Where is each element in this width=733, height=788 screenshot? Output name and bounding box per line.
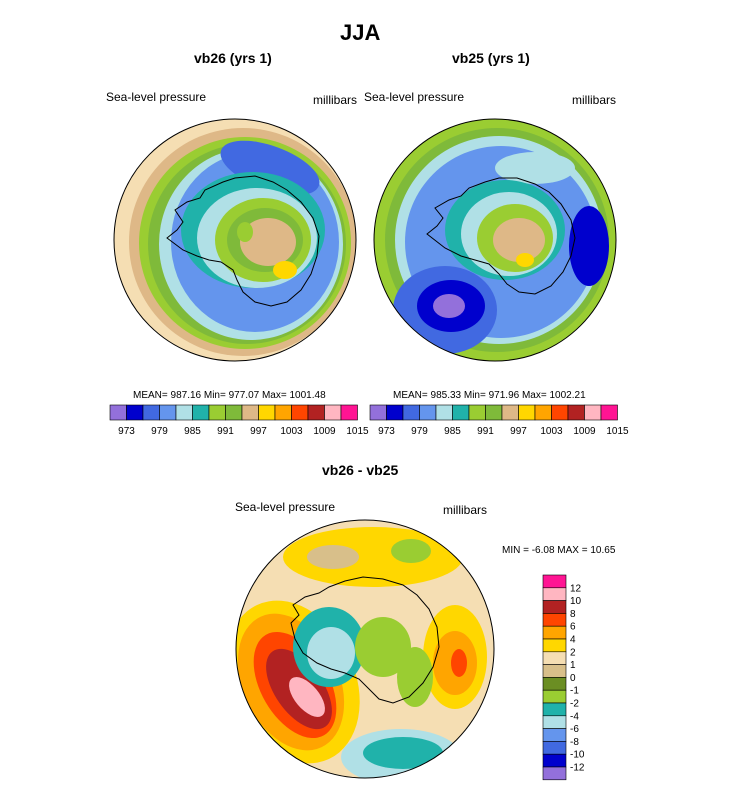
- diff-units-label: millibars: [443, 503, 488, 517]
- colorbar-tick-label: 979: [411, 426, 428, 437]
- colorbar-tick-label: 973: [378, 426, 395, 437]
- colorbar-swatch: [542, 741, 567, 755]
- colorbar-swatch: [542, 664, 567, 678]
- colorbar-swatch: [567, 404, 585, 421]
- colorbar-tick-label: 1009: [573, 426, 596, 437]
- colorbar-swatch: [142, 404, 160, 421]
- left-colorbar: 973 979 985 991 997 1003 1009 1015: [109, 404, 369, 437]
- diff-polar-map: [235, 519, 495, 779]
- colorbar-swatch: [340, 404, 358, 421]
- colorbar-swatch: [542, 651, 567, 665]
- right-units-label: millibars: [572, 93, 617, 107]
- colorbar-swatch: [208, 404, 226, 421]
- left-variable-label: Sea-level pressure: [106, 90, 207, 104]
- right-colorbar: 973 979 985 991 997 1003 1009 1015: [369, 404, 629, 437]
- colorbar-tick-label: -4: [570, 711, 579, 722]
- colorbar-tick-label: 1015: [346, 426, 369, 437]
- colorbar-swatch: [534, 404, 552, 421]
- colorbar-swatch: [307, 404, 325, 421]
- colorbar-tick-label: -6: [570, 724, 579, 735]
- main-title: JJA: [340, 20, 381, 45]
- colorbar-swatch: [600, 404, 618, 421]
- colorbar-tick-label: 4: [570, 635, 576, 646]
- colorbar-tick-label: 1015: [606, 426, 629, 437]
- colorbar-tick-label: 1: [570, 660, 576, 671]
- right-stats: MEAN= 985.33 Min= 971.96 Max= 1002.21: [393, 390, 586, 401]
- colorbar-swatch: [159, 404, 177, 421]
- colorbar-tick-label: 973: [118, 426, 135, 437]
- colorbar-tick-label: 8: [570, 609, 576, 620]
- colorbar-swatch: [542, 702, 567, 717]
- colorbar-tick-label: -10: [570, 750, 585, 761]
- right-variable-label: Sea-level pressure: [364, 90, 465, 104]
- colorbar-tick-label: -12: [570, 763, 585, 774]
- colorbar-swatch: [468, 404, 486, 421]
- colorbar-swatch: [542, 587, 567, 601]
- colorbar-tick-label: 991: [217, 426, 234, 437]
- colorbar-swatch: [501, 404, 519, 421]
- colorbar-tick-label: 991: [477, 426, 494, 437]
- colorbar-swatch: [542, 766, 567, 781]
- right-panel-title: vb25 (yrs 1): [452, 50, 530, 66]
- colorbar-tick-label: 12: [570, 583, 582, 594]
- left-stats: MEAN= 987.16 Min= 977.07 Max= 1001.48: [133, 390, 326, 401]
- colorbar-tick-label: 997: [250, 426, 267, 437]
- colorbar-swatch: [551, 404, 569, 421]
- colorbar-swatch: [542, 613, 567, 627]
- colorbar-tick-label: 985: [444, 426, 461, 437]
- diff-stats: MIN = -6.08 MAX = 10.65: [502, 545, 616, 556]
- colorbar-tick-label: 2: [570, 647, 576, 658]
- colorbar-tick-label: 0: [570, 673, 576, 684]
- left-units-label: millibars: [313, 93, 358, 107]
- colorbar-tick-label: 6: [570, 622, 576, 633]
- colorbar-swatch: [175, 404, 193, 421]
- colorbar-swatch: [542, 574, 567, 589]
- colorbar-swatch: [369, 404, 387, 421]
- colorbar-tick-label: -8: [570, 737, 579, 748]
- colorbar-tick-label: 10: [570, 596, 582, 607]
- colorbar-swatch: [542, 728, 567, 742]
- colorbar-swatch: [542, 625, 567, 640]
- colorbar-swatch: [485, 404, 503, 421]
- colorbar-swatch: [419, 404, 437, 421]
- colorbar-tick-label: -2: [570, 699, 579, 710]
- colorbar-swatch: [225, 404, 243, 421]
- colorbar-swatch: [324, 404, 342, 421]
- colorbar-swatch: [291, 404, 309, 421]
- colorbar-swatch: [542, 689, 567, 704]
- colorbar-tick-label: 1003: [280, 426, 303, 437]
- colorbar-tick-label: 979: [151, 426, 168, 437]
- left-panel-title: vb26 (yrs 1): [194, 50, 272, 66]
- colorbar-tick-label: -1: [570, 686, 579, 697]
- colorbar-tick-label: 985: [184, 426, 201, 437]
- colorbar-swatch: [126, 404, 144, 421]
- colorbar-swatch: [452, 404, 470, 421]
- colorbar-swatch: [241, 404, 259, 421]
- colorbar-swatch: [542, 638, 567, 653]
- colorbar-swatch: [109, 404, 127, 421]
- colorbar-tick-label: 997: [510, 426, 527, 437]
- colorbar-swatch: [542, 715, 567, 729]
- colorbar-swatch: [192, 404, 210, 421]
- colorbar-swatch: [518, 404, 536, 421]
- colorbar-swatch: [386, 404, 404, 421]
- colorbar-tick-label: 1009: [313, 426, 336, 437]
- left-polar-map: [113, 118, 357, 362]
- diff-variable-label: Sea-level pressure: [235, 500, 336, 514]
- colorbar-swatch: [542, 600, 567, 614]
- diff-panel-title: vb26 - vb25: [322, 462, 399, 478]
- colorbar-swatch: [584, 404, 602, 421]
- colorbar-swatch: [274, 404, 292, 421]
- colorbar-tick-label: 1003: [540, 426, 563, 437]
- colorbar-swatch: [542, 753, 567, 768]
- colorbar-swatch: [402, 404, 420, 421]
- colorbar-swatch: [542, 677, 567, 691]
- right-polar-map: [373, 118, 617, 362]
- colorbar-swatch: [258, 404, 276, 421]
- colorbar-swatch: [435, 404, 453, 421]
